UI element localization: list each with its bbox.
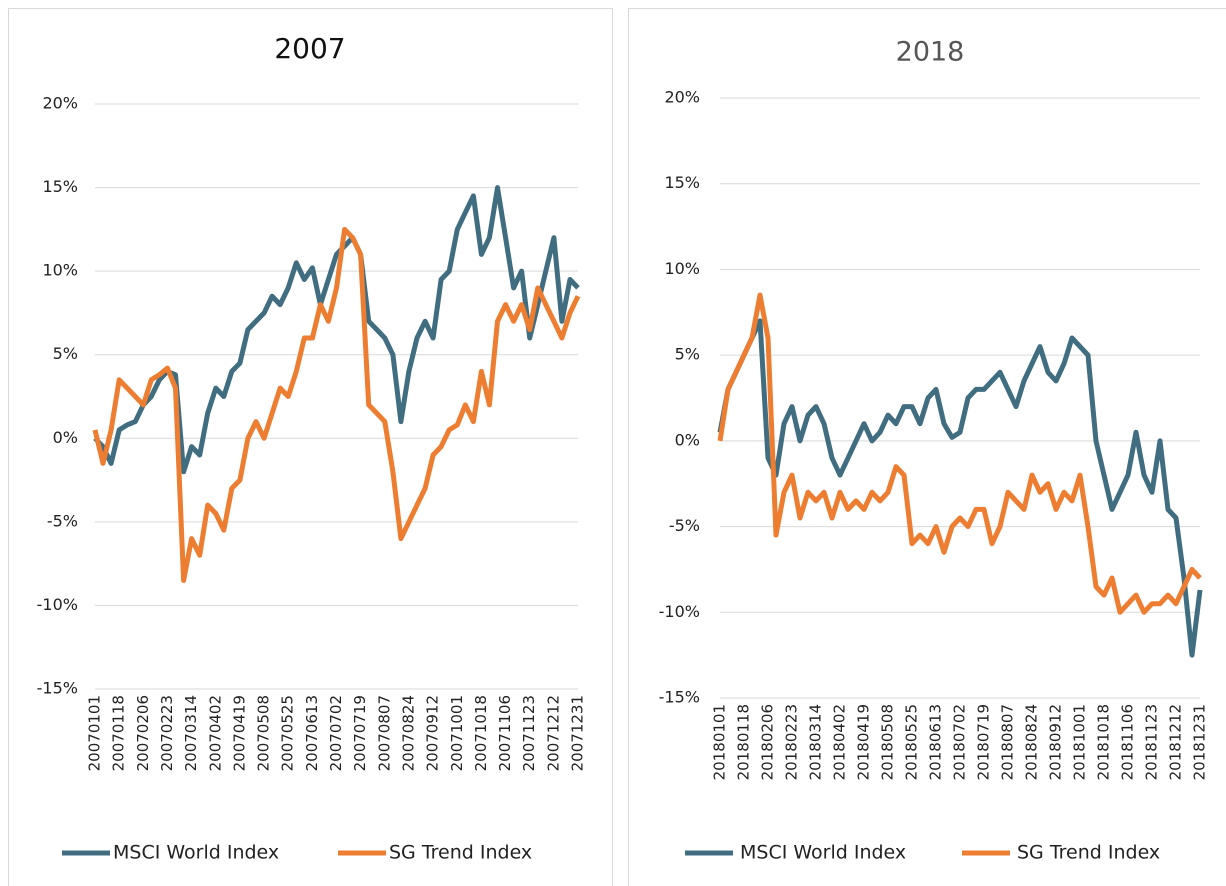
x-tick-label: 20181106 — [1119, 704, 1137, 780]
x-tick-label: 20180223 — [783, 704, 801, 780]
y-tick-label: 15% — [42, 177, 78, 196]
y-tick-label: -15% — [659, 688, 700, 707]
y-tick-label: -10% — [659, 602, 700, 621]
series-line — [717, 318, 1203, 658]
chart-title: 2018 — [896, 37, 965, 68]
x-tick-label: 20180807 — [999, 704, 1017, 780]
x-tick-label: 20180419 — [855, 704, 873, 780]
y-tick-label: 10% — [664, 259, 700, 278]
chart-title: 2007 — [274, 32, 345, 65]
x-tick-label: 20070118 — [110, 695, 128, 771]
x-tick-label: 20181231 — [1191, 704, 1209, 780]
x-tick-label: 20070419 — [230, 695, 248, 771]
y-tick-label: -10% — [37, 595, 78, 614]
x-tick-label: 20070525 — [279, 695, 297, 771]
x-tick-label: 20071123 — [520, 695, 538, 771]
x-tick-label: 20071018 — [472, 695, 490, 771]
series-line — [717, 292, 1202, 615]
panel — [628, 8, 1226, 886]
x-tick-label: 20180118 — [735, 704, 753, 780]
y-tick-label: 0% — [675, 430, 700, 449]
x-tick-label: 20070613 — [303, 695, 321, 771]
x-tick-label: 20071212 — [544, 695, 562, 771]
x-tick-label: 20071001 — [448, 695, 466, 771]
y-tick-label: 20% — [42, 94, 78, 113]
y-tick-label: -5% — [669, 516, 700, 535]
y-tick-label: -15% — [37, 679, 78, 698]
x-tick-label: 20070206 — [134, 695, 152, 771]
x-tick-label: 20181212 — [1167, 704, 1185, 780]
legend-label: SG Trend Index — [1017, 842, 1160, 864]
x-tick-label: 20071231 — [569, 695, 587, 771]
y-tick-label: 10% — [42, 261, 78, 280]
x-tick-label: 20070824 — [399, 695, 417, 771]
x-tick-label: 20180314 — [807, 704, 825, 780]
y-tick-label: 5% — [53, 344, 78, 363]
x-tick-label: 20070702 — [327, 695, 345, 771]
x-tick-label: 20180402 — [831, 704, 849, 780]
legend-label: SG Trend Index — [389, 842, 532, 864]
x-tick-label: 20180719 — [975, 704, 993, 780]
legend-label: MSCI World Index — [113, 842, 279, 864]
x-tick-label: 20070508 — [255, 695, 273, 771]
x-tick-label: 20070402 — [206, 695, 224, 771]
x-tick-label: 20181123 — [1143, 704, 1161, 780]
x-tick-label: 20180824 — [1023, 704, 1041, 780]
x-tick-label: 20070223 — [158, 695, 176, 771]
series-line — [93, 185, 580, 475]
x-tick-label: 20180206 — [759, 704, 777, 780]
x-tick-label: 20180613 — [927, 704, 945, 780]
legend-label: MSCI World Index — [740, 842, 906, 864]
x-tick-label: 20180702 — [951, 704, 969, 780]
x-tick-label: 20180525 — [903, 704, 921, 780]
y-tick-label: 20% — [664, 88, 700, 107]
x-tick-label: 20180912 — [1047, 704, 1065, 780]
x-tick-label: 20070719 — [351, 695, 369, 771]
x-tick-label: 20181018 — [1095, 704, 1113, 780]
x-tick-label: 20180101 — [711, 704, 729, 780]
x-tick-label: 20070912 — [424, 695, 442, 771]
y-tick-label: 0% — [53, 428, 78, 447]
x-tick-label: 20071106 — [496, 695, 514, 771]
x-tick-label: 20181001 — [1071, 704, 1089, 780]
series-line — [92, 226, 581, 583]
y-tick-label: 5% — [675, 345, 700, 364]
x-tick-label: 20180508 — [879, 704, 897, 780]
x-tick-label: 20070101 — [86, 695, 104, 771]
x-tick-label: 20070807 — [375, 695, 393, 771]
y-tick-label: 15% — [664, 173, 700, 192]
y-tick-label: -5% — [47, 511, 78, 530]
x-tick-label: 20070314 — [182, 695, 200, 771]
